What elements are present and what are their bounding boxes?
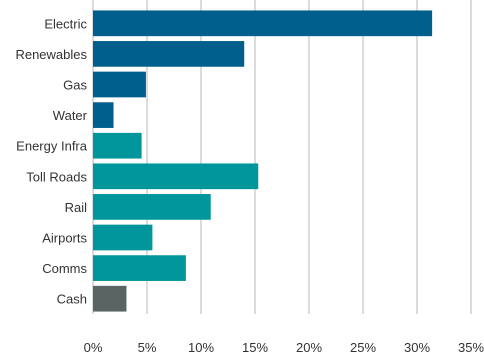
- category-labels: Electric Renewables Gas Water Energy Infra To…: [15, 16, 87, 306]
- bar-comms: [93, 255, 186, 281]
- bar-cash: [93, 285, 127, 312]
- bar-energy-infra: [93, 132, 142, 159]
- bar-gas: [93, 71, 146, 98]
- category-label: Toll Roads: [26, 169, 87, 184]
- bar-renewables: [93, 41, 245, 67]
- x-tick-labels: 0% 5% 10% 15% 20% 25% 30% 35%: [84, 340, 484, 355]
- category-label: Water: [53, 108, 88, 123]
- x-tick-label: 10%: [188, 340, 214, 355]
- bar-toll-roads: [93, 163, 259, 190]
- category-label: Electric: [44, 16, 87, 31]
- x-tick-label: 0%: [84, 340, 103, 355]
- category-label: Energy Infra: [16, 139, 88, 154]
- bar-electric: [93, 10, 433, 37]
- x-tick-label: 20%: [296, 340, 322, 355]
- x-tick-label: 35%: [458, 340, 484, 355]
- category-label: Comms: [42, 261, 87, 276]
- category-label: Rail: [65, 200, 88, 215]
- x-tick-label: 30%: [404, 340, 430, 355]
- bars: [93, 10, 433, 312]
- x-tick-label: 25%: [350, 340, 376, 355]
- category-label: Renewables: [15, 47, 87, 62]
- category-label: Gas: [63, 78, 87, 93]
- category-label: Airports: [42, 231, 87, 246]
- bar-airports: [93, 224, 153, 251]
- bar-water: [93, 102, 114, 128]
- bar-rail: [93, 194, 211, 220]
- x-tick-label: 15%: [242, 340, 268, 355]
- x-tick-label: 5%: [138, 340, 157, 355]
- category-label: Cash: [57, 292, 87, 307]
